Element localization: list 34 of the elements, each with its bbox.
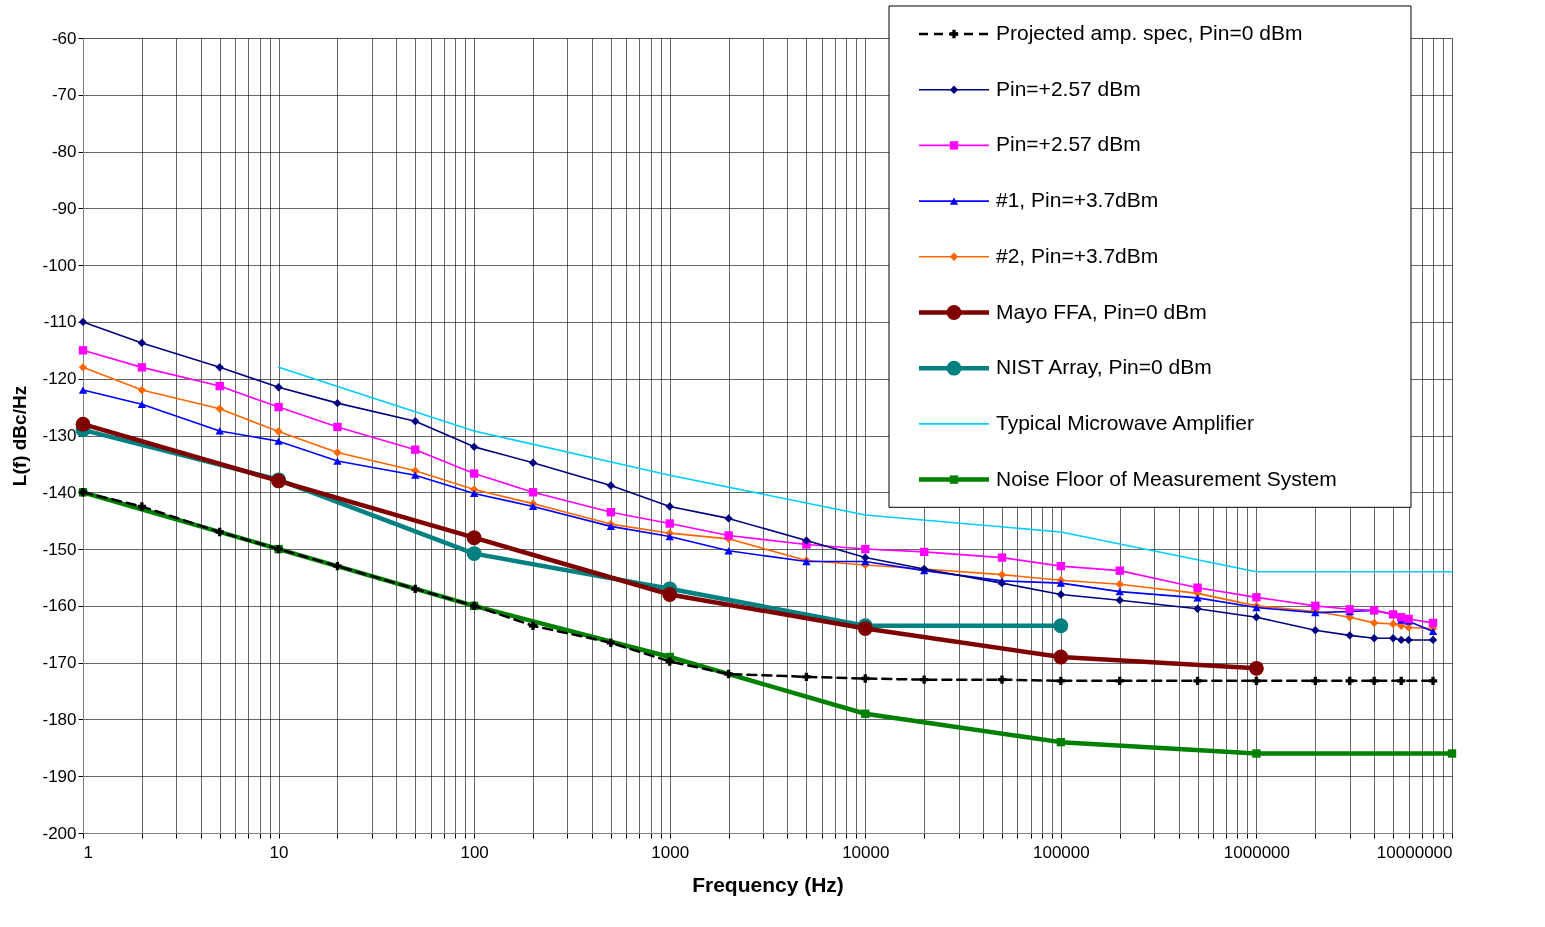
x-tick-label: 10000000 (1376, 842, 1453, 862)
x-tick-label: 10000 (842, 842, 890, 862)
legend-label: NIST Array, Pin=0 dBm (996, 355, 1212, 379)
y-tick-label: -140 (42, 482, 77, 502)
x-tick-label: 100 (460, 842, 489, 862)
y-tick-label: -180 (42, 709, 77, 729)
y-tick-label: -170 (42, 653, 77, 673)
x-axis-title: Frequency (Hz) (692, 872, 844, 896)
legend-label: Pin=+2.57 dBm (996, 132, 1141, 156)
legend-label: Noise Floor of Measurement System (996, 466, 1337, 490)
legend-label: #1, Pin=+3.7dBm (996, 188, 1159, 212)
y-tick-label: -130 (42, 426, 77, 445)
x-tick-label: 10 (269, 842, 289, 862)
y-tick-label: -160 (42, 596, 77, 616)
x-tick-label: 100000 (1032, 842, 1090, 862)
legend-label: #2, Pin=+3.7dBm (996, 243, 1159, 267)
legend-label: Mayo FFA, Pin=0 dBm (996, 299, 1207, 323)
y-tick-label: -100 (42, 255, 77, 275)
y-tick-label: -60 (51, 28, 77, 48)
y-tick-label: -190 (42, 766, 77, 786)
y-tick-label: -200 (42, 823, 77, 843)
legend-label: Pin=+2.57 dBm (996, 76, 1141, 100)
y-tick-label: -120 (42, 369, 77, 389)
y-tick-label: -80 (51, 142, 77, 162)
y-tick-label: -110 (43, 312, 77, 332)
y-tick-label: -70 (51, 85, 77, 105)
x-tick-label: 1 (83, 842, 93, 862)
x-tick-label: 1000 (651, 842, 690, 862)
x-tick-label: 1000000 (1223, 842, 1291, 862)
y-axis-title: L(f) dBc/Hz (9, 385, 31, 487)
y-tick-label: -150 (42, 539, 77, 559)
y-tick-label: -90 (51, 198, 77, 218)
legend-label: Typical Microwave Amplifier (996, 410, 1254, 434)
legend-label: Projected amp. spec, Pin=0 dBm (996, 21, 1303, 44)
